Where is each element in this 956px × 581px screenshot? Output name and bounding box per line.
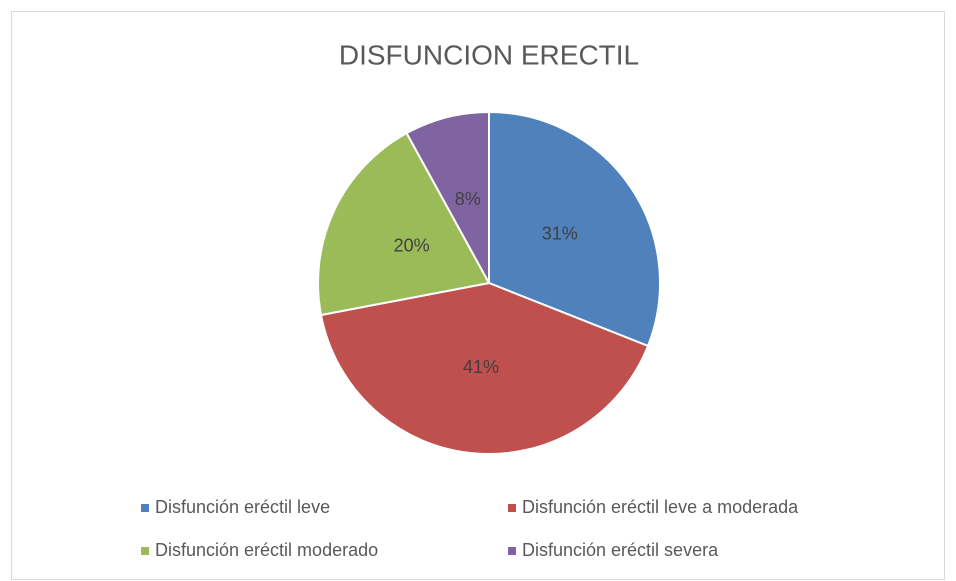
chart-title: DISFUNCION ERECTIL [339, 39, 639, 70]
data-label: 20% [394, 235, 430, 255]
pie-slice [319, 281, 650, 455]
legend-swatch [508, 504, 516, 512]
legend-label: Disfunción eréctil moderado [155, 540, 378, 560]
legend-swatch [141, 504, 149, 512]
pie-slice [488, 110, 661, 348]
data-label: 41% [463, 357, 499, 377]
legend-swatch [508, 547, 516, 555]
data-label: 8% [455, 189, 481, 209]
legend-label: Disfunción eréctil leve [155, 497, 330, 517]
pie-slice [405, 110, 490, 284]
legend-label: Disfunción eréctil leve a moderada [522, 497, 799, 517]
pie-slice [317, 131, 491, 317]
data-label: 31% [542, 224, 578, 244]
legend-label: Disfunción eréctil severa [522, 540, 719, 560]
legend-swatch [141, 547, 149, 555]
